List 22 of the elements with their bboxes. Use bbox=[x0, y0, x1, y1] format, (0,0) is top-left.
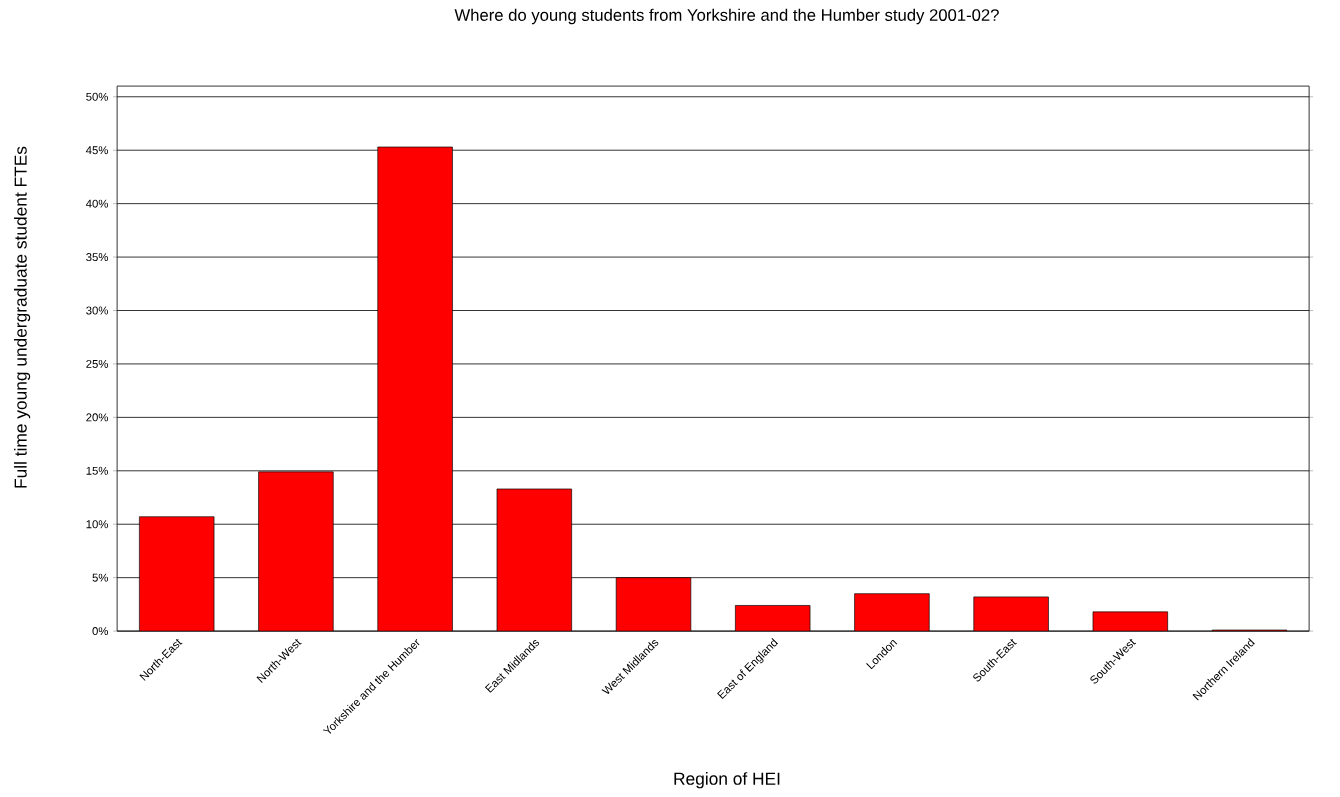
bar bbox=[377, 146, 453, 632]
x-axis-title: Region of HEI bbox=[674, 772, 780, 789]
bar bbox=[854, 593, 930, 632]
chart-title: Where do young students from Yorkshire and the Humber study 2001-02? bbox=[454, 8, 999, 25]
y-axis-title: Full time young undergraduate student FTEs bbox=[14, 146, 31, 488]
bar bbox=[258, 471, 334, 632]
bar bbox=[735, 605, 811, 632]
y-tick-label: 5% bbox=[92, 573, 109, 582]
y-tick-label: 15% bbox=[86, 466, 108, 475]
y-tick-label: 20% bbox=[86, 413, 108, 422]
y-tick-label: 0% bbox=[92, 627, 109, 636]
bar bbox=[616, 577, 691, 632]
y-tick-label: 25% bbox=[86, 359, 108, 368]
y-tick-label: 30% bbox=[86, 306, 108, 315]
bar bbox=[496, 488, 572, 632]
y-tick-label: 40% bbox=[85, 199, 108, 208]
y-tick-label: 50% bbox=[86, 92, 108, 101]
bar bbox=[139, 516, 215, 632]
bar bbox=[973, 596, 1049, 632]
y-tick-label: 45% bbox=[85, 146, 108, 155]
y-tick-label: 35% bbox=[86, 253, 108, 262]
y-tick-label: 10% bbox=[86, 520, 108, 529]
